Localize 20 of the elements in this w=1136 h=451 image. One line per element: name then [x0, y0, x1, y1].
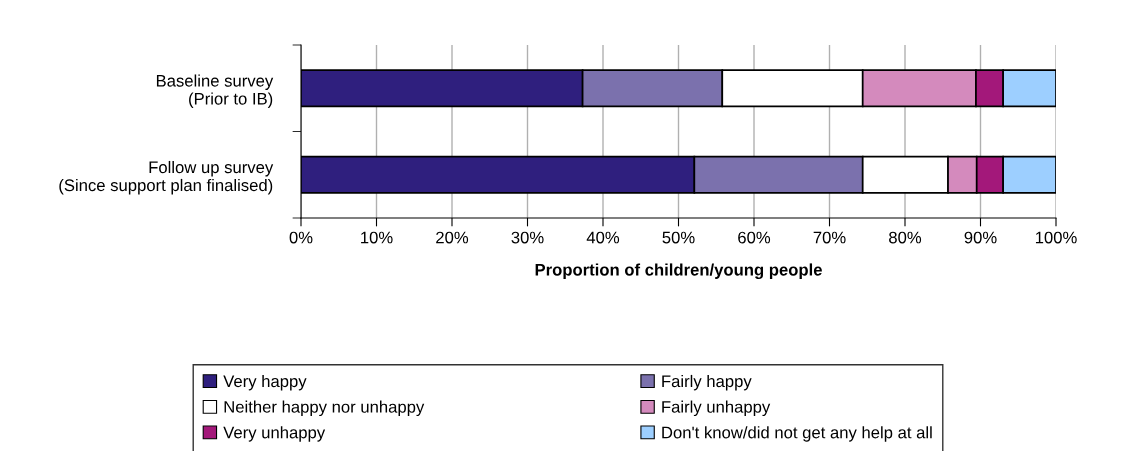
y-tick-label: Baseline survey (Prior to IB) — [156, 74, 274, 108]
x-tick-label: 90% — [964, 231, 997, 244]
legend-label: Very happy — [223, 374, 307, 391]
x-tick-label: 40% — [586, 231, 620, 244]
x-axis-title: Proportion of children/young people — [535, 263, 822, 280]
legend-label: Fairly unhappy — [662, 400, 771, 417]
legend-label: Don't know/did not get any help at all — [662, 426, 932, 442]
y-tick-label: Follow up survey (Since support plan finalised) — [59, 160, 274, 195]
legend-label: Fairly happy — [662, 374, 752, 391]
legend-label: Neither happy nor unhappy — [224, 400, 425, 417]
x-tick-label: 70% — [813, 231, 846, 244]
x-tick-label: 80% — [889, 231, 922, 244]
x-tick-label: 0% — [289, 231, 313, 244]
x-tick-label: 30% — [511, 231, 544, 244]
x-tick-label: 100% — [1035, 231, 1077, 244]
x-tick-label: 20% — [436, 231, 469, 244]
legend-label: Very unhappy — [223, 426, 326, 442]
x-tick-label: 60% — [738, 231, 771, 244]
x-tick-label: 10% — [361, 231, 393, 244]
x-tick-label: 50% — [662, 231, 695, 244]
